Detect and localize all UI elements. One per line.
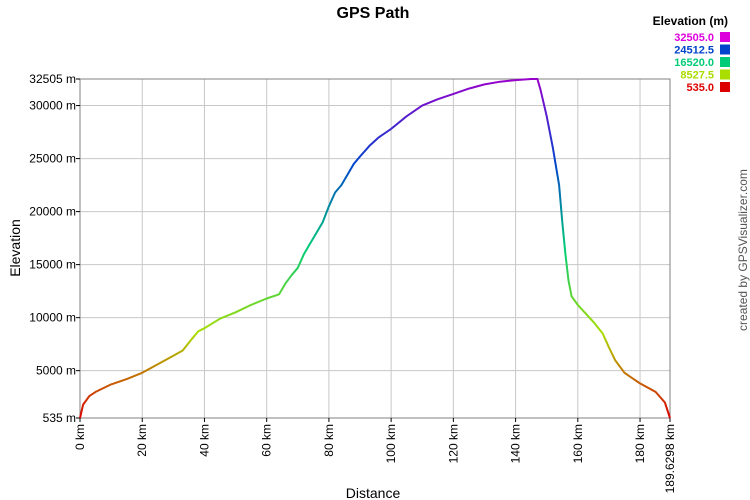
y-tick-label: 10000 m <box>29 311 76 325</box>
y-axis: 535 m 5000 m 10000 m 15000 m 20000 m 25000 m 3… <box>29 72 80 425</box>
y-tick-label: 5000 m <box>36 364 76 378</box>
x-tick-label: 140 km <box>509 424 523 463</box>
plot-frame <box>79 78 671 419</box>
y-tick-label: 30000 m <box>29 99 76 113</box>
legend-entry-label: 8527.5 <box>680 70 714 82</box>
y-tick-label: 20000 m <box>29 205 76 219</box>
x-axis-title: Distance <box>346 485 401 500</box>
x-tick-label: 160 km <box>571 424 585 463</box>
x-tick-label: 40 km <box>197 424 211 457</box>
legend-swatch <box>720 44 730 55</box>
legend-entry-label: 32505.0 <box>674 32 714 44</box>
x-tick-label: 100 km <box>384 424 398 463</box>
x-tick-label: 60 km <box>260 424 274 457</box>
legend-entry-label: 16520.0 <box>674 57 714 69</box>
grid <box>79 78 671 419</box>
legend-entry-label: 24512.5 <box>674 45 714 57</box>
x-tick-label: 180 km <box>633 424 647 463</box>
legend-swatch <box>720 69 730 80</box>
legend-title: Elevation (m) <box>653 14 728 28</box>
legend-swatch <box>720 57 730 67</box>
y-tick-label: 32505 m <box>29 72 76 86</box>
x-tick-label: 20 km <box>135 424 149 457</box>
y-axis-title: Elevation <box>7 219 23 277</box>
legend-swatch <box>720 82 730 92</box>
y-tick-label: 25000 m <box>29 152 76 166</box>
x-tick-label: 189.6298 km <box>663 424 677 493</box>
y-tick-label: 15000 m <box>29 258 76 272</box>
x-tick-label: 120 km <box>446 424 460 463</box>
x-tick-label: 0 km <box>73 424 87 450</box>
x-tick-label: 80 km <box>322 424 336 457</box>
credit-text: created by GPSVisualizer.com <box>736 169 750 331</box>
elevation-line <box>79 78 671 419</box>
chart-title: GPS Path <box>337 5 410 22</box>
x-axis: 0 km 20 km 40 km 60 km 80 km 100 km 120 km 140 … <box>73 418 677 493</box>
legend-entry-label: 535.0 <box>686 82 714 94</box>
y-tick-label: 535 m <box>43 411 76 425</box>
legend-swatch <box>720 32 730 42</box>
